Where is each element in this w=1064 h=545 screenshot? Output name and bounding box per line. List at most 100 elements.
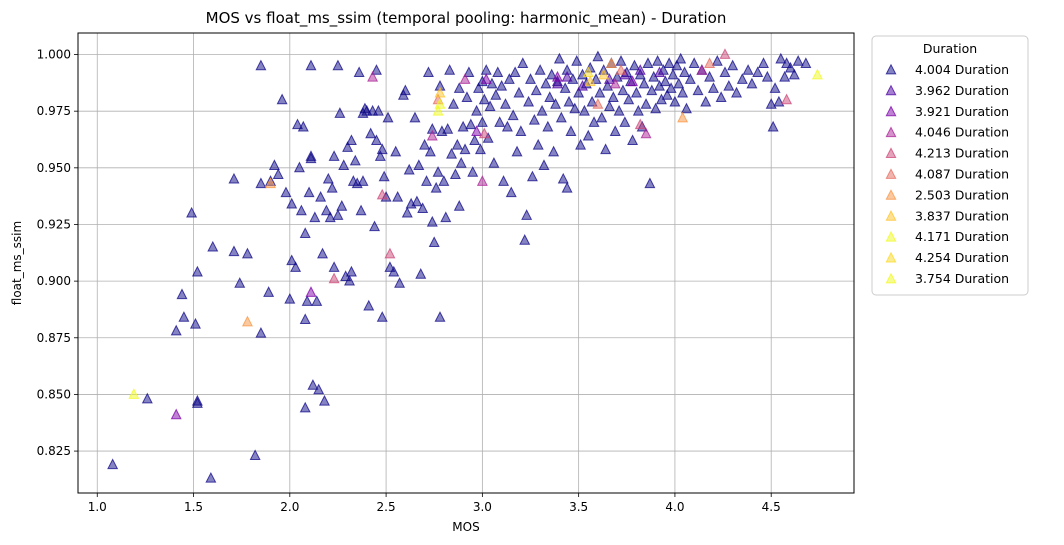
- data-point: [369, 220, 381, 232]
- data-point: [399, 84, 411, 96]
- data-point: [317, 247, 329, 259]
- data-point: [434, 98, 446, 109]
- data-point: [523, 95, 535, 107]
- data-point: [704, 57, 716, 68]
- data-point: [679, 66, 691, 78]
- data-point: [459, 73, 471, 84]
- data-point: [696, 64, 708, 75]
- legend-marker: [885, 168, 897, 179]
- data-point: [276, 93, 288, 105]
- data-point: [376, 188, 388, 200]
- data-point: [432, 104, 444, 116]
- data-point: [731, 86, 743, 98]
- data-point: [332, 209, 344, 220]
- data-point: [598, 68, 610, 80]
- data-points: [107, 48, 823, 483]
- data-point: [449, 168, 461, 180]
- x-tick-label: 1.0: [88, 500, 107, 514]
- data-point: [707, 82, 719, 93]
- legend-marker: [885, 251, 897, 263]
- data-point: [503, 73, 515, 84]
- data-point: [563, 95, 575, 107]
- data-point: [426, 215, 438, 227]
- data-point: [372, 104, 384, 116]
- data-point: [632, 104, 644, 116]
- data-point: [332, 59, 344, 71]
- data-point: [488, 157, 500, 168]
- data-point: [650, 102, 662, 114]
- data-point: [280, 186, 292, 198]
- data-point: [415, 268, 427, 279]
- data-point: [530, 84, 542, 96]
- y-axis-ticks: 0.825 0.850 0.875 0.900 0.925 0.950 0.975 1.000: [37, 48, 78, 458]
- data-point: [365, 127, 377, 139]
- data-point: [757, 57, 769, 68]
- data-point: [367, 70, 379, 82]
- data-point: [499, 98, 511, 109]
- data-point: [773, 95, 785, 107]
- data-point: [376, 143, 388, 155]
- legend-marker: [885, 105, 897, 117]
- data-point: [228, 172, 240, 184]
- data-point: [324, 211, 336, 223]
- legend-marker: [885, 210, 897, 221]
- data-point: [654, 66, 666, 78]
- data-point: [600, 143, 612, 155]
- data-point: [295, 204, 307, 216]
- data-point: [374, 150, 386, 161]
- data-point: [322, 172, 334, 184]
- data-point: [301, 295, 313, 306]
- legend-label: 4.254 Duration: [915, 250, 1009, 265]
- data-point: [811, 68, 823, 80]
- data-point: [565, 125, 577, 136]
- data-point: [575, 138, 587, 150]
- legend: Duration 4.004 Duration 3.962 Duration 3.9…: [871, 35, 1029, 296]
- data-point: [669, 95, 681, 107]
- data-point: [255, 326, 267, 338]
- data-point: [446, 147, 458, 159]
- data-point: [684, 73, 696, 84]
- data-point: [675, 52, 687, 64]
- data-point: [677, 111, 689, 123]
- data-point: [761, 70, 773, 82]
- data-point: [551, 70, 563, 82]
- data-point: [667, 68, 679, 80]
- data-point: [451, 138, 463, 150]
- data-point: [473, 82, 485, 93]
- data-point: [490, 89, 502, 100]
- data-point: [496, 79, 508, 91]
- data-point: [442, 123, 454, 134]
- data-point: [255, 177, 267, 189]
- data-point: [370, 64, 382, 75]
- data-point: [426, 129, 438, 141]
- data-point: [569, 102, 581, 114]
- data-point: [775, 52, 787, 64]
- data-point: [471, 104, 483, 116]
- data-point: [141, 392, 153, 404]
- data-point: [542, 120, 554, 132]
- data-point: [305, 286, 317, 297]
- data-point: [590, 73, 602, 84]
- data-point: [736, 73, 748, 84]
- data-point: [607, 91, 619, 102]
- data-point: [492, 66, 504, 78]
- data-point: [170, 408, 182, 420]
- x-tick-label: 2.0: [280, 500, 299, 514]
- data-point: [592, 98, 604, 109]
- data-point: [540, 77, 552, 89]
- data-point: [107, 458, 119, 470]
- data-point: [665, 82, 677, 93]
- data-point: [765, 98, 777, 109]
- data-point: [357, 175, 369, 186]
- data-point: [742, 64, 754, 75]
- data-point: [517, 57, 529, 68]
- legend-title: Duration: [923, 41, 977, 56]
- data-point: [455, 157, 467, 168]
- data-point: [170, 324, 182, 336]
- data-point: [191, 397, 203, 408]
- data-point: [521, 209, 533, 220]
- data-point: [467, 166, 479, 177]
- data-point: [746, 77, 758, 89]
- data-point: [615, 64, 627, 75]
